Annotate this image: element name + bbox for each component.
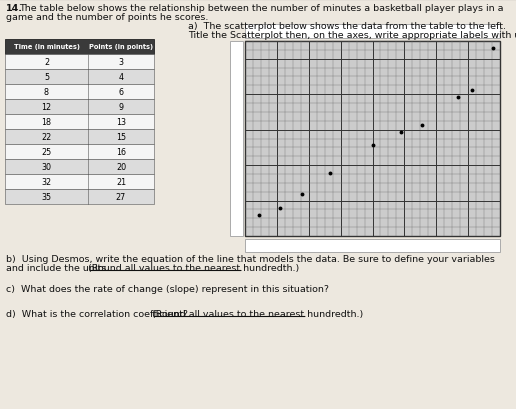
- Text: 25: 25: [41, 148, 52, 157]
- Bar: [5, 189, 154, 204]
- Text: (Round all values to the nearest hundredth.): (Round all values to the nearest hundred…: [152, 309, 363, 318]
- Text: 30: 30: [41, 163, 52, 172]
- Text: a)  The scatterplot below shows the data from the table to the left.: a) The scatterplot below shows the data …: [188, 22, 506, 31]
- Text: 13: 13: [116, 118, 126, 127]
- Text: 12: 12: [41, 103, 52, 112]
- Text: 15: 15: [116, 133, 126, 142]
- Text: c)  What does the rate of change (slope) represent in this situation?: c) What does the rate of change (slope) …: [6, 284, 329, 293]
- Bar: [230, 42, 243, 236]
- Bar: [245, 42, 500, 236]
- Text: 35: 35: [41, 193, 52, 202]
- Bar: [5, 145, 154, 160]
- Text: 6: 6: [119, 88, 123, 97]
- Text: d)  What is the correlation coefficient?: d) What is the correlation coefficient?: [6, 309, 191, 318]
- Text: 22: 22: [41, 133, 52, 142]
- Text: 2: 2: [44, 58, 49, 67]
- Text: The table below shows the relationship between the number of minutes a basketbal: The table below shows the relationship b…: [19, 4, 504, 13]
- Text: 5: 5: [44, 73, 49, 82]
- Bar: [5, 160, 154, 175]
- Text: and include the units.: and include the units.: [6, 263, 112, 272]
- Bar: [5, 40, 154, 55]
- Text: Points (in points): Points (in points): [89, 45, 153, 50]
- Text: Time (in minutes): Time (in minutes): [13, 45, 79, 50]
- Text: 27: 27: [116, 193, 126, 202]
- Text: (Round all values to the nearest hundredth.): (Round all values to the nearest hundred…: [88, 263, 299, 272]
- Bar: [5, 85, 154, 100]
- Text: 8: 8: [44, 88, 49, 97]
- Bar: [5, 115, 154, 130]
- Text: 20: 20: [116, 163, 126, 172]
- Text: 18: 18: [41, 118, 52, 127]
- Bar: [5, 55, 154, 70]
- Text: 4: 4: [119, 73, 123, 82]
- Text: 14.: 14.: [6, 4, 23, 13]
- Bar: [5, 100, 154, 115]
- Text: 3: 3: [119, 58, 123, 67]
- Text: b)  Using Desmos, write the equation of the line that models the data. Be sure t: b) Using Desmos, write the equation of t…: [6, 254, 495, 263]
- Text: 9: 9: [119, 103, 123, 112]
- Bar: [5, 70, 154, 85]
- Text: 21: 21: [116, 178, 126, 187]
- Text: Title the Scatterplot then, on the axes, write appropriate labels with units.: Title the Scatterplot then, on the axes,…: [188, 31, 516, 40]
- Text: 16: 16: [116, 148, 126, 157]
- Text: 32: 32: [41, 178, 52, 187]
- Bar: [5, 175, 154, 189]
- Bar: [5, 130, 154, 145]
- Bar: [245, 25, 500, 39]
- Bar: [245, 239, 500, 252]
- Text: game and the number of points he scores.: game and the number of points he scores.: [6, 13, 208, 22]
